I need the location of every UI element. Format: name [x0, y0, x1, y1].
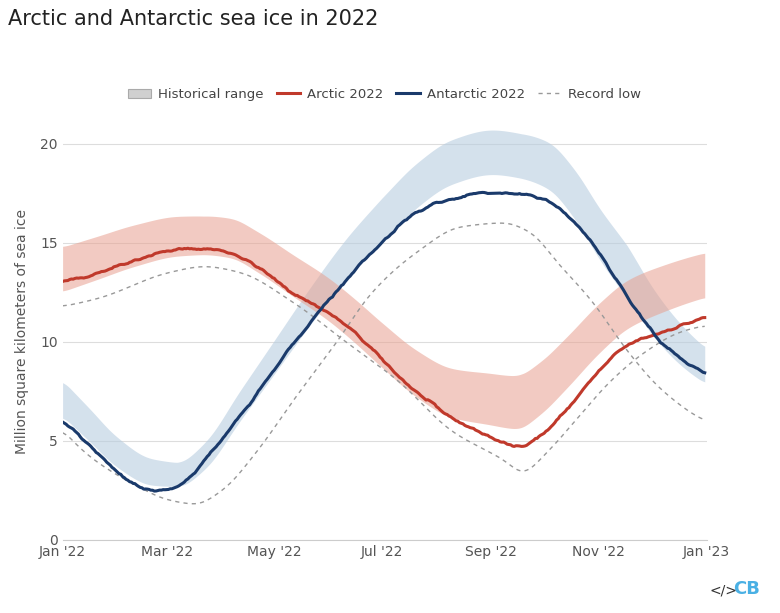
Text: </>: </>	[709, 584, 737, 598]
Legend: Historical range, Arctic 2022, Antarctic 2022, Record low: Historical range, Arctic 2022, Antarctic…	[122, 83, 647, 106]
Text: CB: CB	[734, 580, 760, 598]
Text: Arctic and Antarctic sea ice in 2022: Arctic and Antarctic sea ice in 2022	[8, 9, 378, 29]
Y-axis label: Million square kilometers of sea ice: Million square kilometers of sea ice	[15, 210, 29, 454]
